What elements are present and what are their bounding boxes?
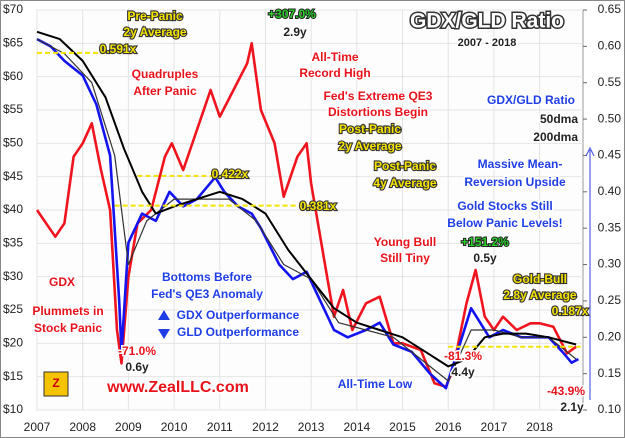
x-tick-label: 2018 [526,420,553,434]
series-line [36,38,577,382]
x-tick-label: 2012 [252,420,279,434]
annotation: GLD Outperformance [177,325,299,339]
annotation: Post-Panic [374,159,436,173]
chart-subtitle: 2007 - 2018 [458,37,517,49]
annotation: 2.9y [283,25,307,39]
annotation: Quadruples [132,67,199,81]
annotation: Record High [299,66,370,80]
series-line [36,30,577,368]
annotation: 0.5y [473,251,497,265]
chart-layer: $10 $15 $20 $25 $30 $35 $40 $45 $50 $55 $60 $65 $70 0… [3,2,621,434]
annotation: Gold Stocks Still [457,199,552,213]
x-tick-label: 2014 [343,420,370,434]
annotation: -71.0% [118,344,156,358]
average-label: 0.591x [100,42,137,56]
series-line [35,42,577,388]
y2-tick-label: 0.50 [598,111,622,125]
annotation: -43.9% [547,384,585,398]
annotation: Fed's Extreme QE3 [324,89,433,103]
y-tick-label: $60 [3,69,23,83]
annotation: Below Panic Levels! [447,216,562,230]
arrow-icon [585,146,595,400]
annotation: Fed's QE3 Anomaly [151,287,263,301]
logo [43,371,69,397]
annotation: 2y Average [123,25,186,39]
annotation: 2.1y [560,400,584,414]
annotation: Bottoms Before [162,270,252,284]
annotation: 0.6y [125,360,149,374]
y-tick-label: $70 [3,2,23,16]
annotation: 4.4y [451,365,475,379]
annotation: Post-Panic [339,122,401,136]
x-tick-label: 2013 [298,420,325,434]
legend-label: GDX [49,275,75,289]
chart-title: GDX/GLD Ratio [410,10,564,33]
annotation: Massive Mean- [478,157,563,171]
y2-tick-label: 0.55 [598,75,622,89]
annotation: All-Time [311,50,358,64]
y2-tick-label: 0.35 [598,220,622,234]
y-tick-label: $30 [3,269,23,283]
y2-tick-label: 0.45 [598,148,622,162]
y-tick-label: $50 [3,136,23,150]
annotation: Plummets in [32,304,103,318]
x-tick-label: 2009 [115,420,142,434]
y-tick-label: $20 [3,336,23,350]
y-tick-label: $45 [3,169,23,183]
annotation: +307.0% [268,7,316,21]
x-tick-label: 2015 [389,420,416,434]
annotation: Stock Panic [34,321,102,335]
average-label: 0.187x [552,304,589,318]
y-tick-label: $65 [3,36,23,50]
x-tick-label: 2008 [69,420,96,434]
y2-tick-label: 0.40 [598,184,622,198]
y-tick-label: $15 [3,369,23,383]
y2-tick-label: 0.10 [598,402,622,416]
x-tick-label: 2016 [435,420,462,434]
y2-tick-label: 0.65 [598,2,622,16]
arrow-icon [158,310,170,320]
annotation: -81.3% [444,349,482,363]
average-label: 0.422x [212,167,249,181]
y-tick-label: $10 [3,402,23,416]
annotation: 4y Average [373,176,436,190]
x-tick-label: 2011 [207,420,233,434]
legend-label: 200dma [533,130,578,144]
annotation: +151.2% [461,235,509,249]
y2-tick-label: 0.25 [598,293,622,307]
y2-tick-label: 0.60 [598,39,622,53]
x-tick-label: 2007 [24,420,51,434]
annotation: Reversion Upside [464,175,566,189]
annotation: 2.8y Average [503,288,576,302]
annotation: GDX Outperformance [177,308,300,322]
y-tick-label: $55 [3,102,23,116]
annotation: Pre-Panic [127,9,183,23]
arrow-icon [158,329,170,339]
y-tick-label: $25 [3,302,23,316]
annotation: Still Tiny [380,251,430,265]
legend-label: GDX/GLD Ratio [487,93,575,107]
annotation: After Panic [133,84,197,98]
y2-tick-label: 0.20 [598,329,622,343]
y-tick-label: $35 [3,236,23,250]
average-label: 0.381x [300,199,337,213]
y-tick-label: $40 [3,202,23,216]
annotation: Young Bull [374,235,436,249]
y2-tick-label: 0.30 [598,257,622,271]
annotation: All-Time Low [338,377,413,391]
annotation: 2y Average [338,139,401,153]
legend-label: 50dma [540,112,578,126]
x-tick-label: 2017 [481,420,508,434]
y2-tick-label: 0.15 [598,366,622,380]
logo-mark: Z [52,376,59,390]
annotation: Distortions Begin [328,105,428,119]
annotation: www.ZealLLC.com [106,379,249,396]
annotation: Gold-Bull [513,272,567,286]
x-tick-label: 2010 [161,420,188,434]
